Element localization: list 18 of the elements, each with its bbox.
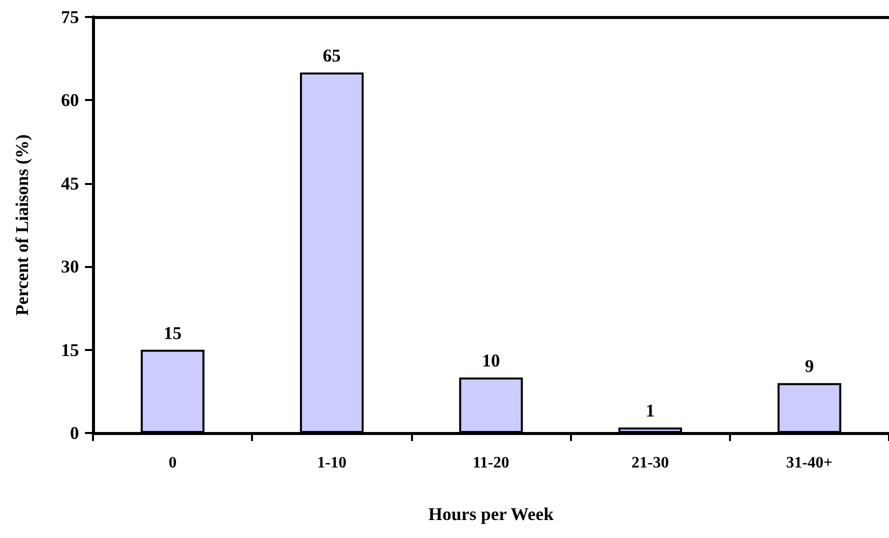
y-axis-title: Percent of Liaisons (%) xyxy=(12,134,32,316)
data-label: 10 xyxy=(482,350,500,371)
y-tick-label: 60 xyxy=(61,90,79,110)
data-label: 15 xyxy=(164,322,182,343)
y-tick-label: 15 xyxy=(61,340,79,360)
y-tick-label: 30 xyxy=(61,256,79,277)
y-tick-label: 75 xyxy=(61,7,79,27)
x-tick-label: 11-20 xyxy=(472,454,510,472)
x-tick-label: 1-10 xyxy=(317,454,346,472)
y-tick-label: 0 xyxy=(70,423,79,443)
data-label: 1 xyxy=(646,400,655,420)
data-label: 65 xyxy=(322,45,341,66)
x-tick-label: 0 xyxy=(168,454,177,472)
x-tick-label: 21-30 xyxy=(632,454,669,472)
x-tick-label: 31-40+ xyxy=(786,454,833,472)
data-label: 9 xyxy=(804,356,814,376)
y-tick-label: 45 xyxy=(61,173,79,194)
x-axis-title: Hours per Week xyxy=(428,504,554,524)
